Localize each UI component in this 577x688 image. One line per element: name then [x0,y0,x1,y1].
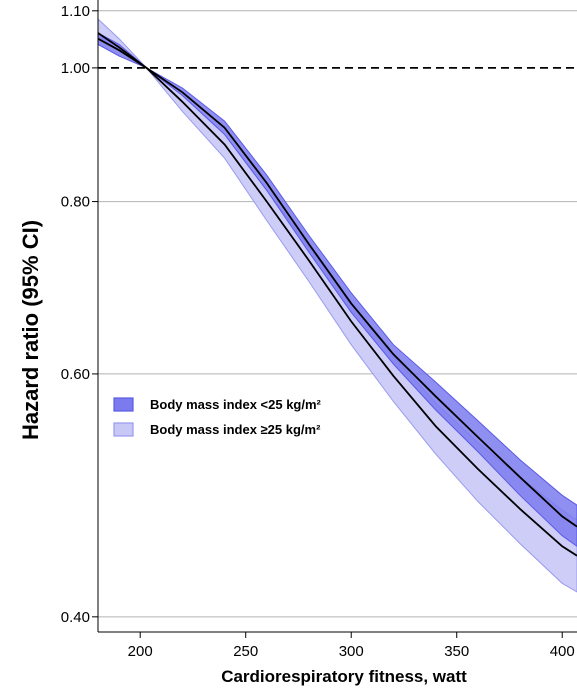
axes [97,0,577,633]
legend-swatch-1 [113,397,134,412]
x-tick-label-4: 400 [550,643,575,660]
y-tick-label-1: 0.60 [61,366,90,383]
legend-swatch-2 [113,422,134,437]
estimate-line-series-1 [97,37,577,528]
x-tick-label-1: 250 [233,643,258,660]
y-tick-label-2: 0.80 [61,194,90,211]
x-tick-labels: 200 250 300 350 400 [128,632,575,660]
confidence-bands [97,17,577,593]
y-axis-title: Hazard ratio (95% CI) [18,220,43,440]
y-tick-label-3: 1.00 [61,60,90,77]
series-lines [97,32,577,557]
legend-label-2: Body mass index ≥25 kg/m² [150,422,321,437]
y-tick-labels: 0.40 0.60 0.80 1.00 1.10 [61,3,98,626]
grid-lines [98,10,577,618]
x-axis-title: Cardiorespiratory fitness, watt [221,667,467,686]
y-tick-label-0: 0.40 [61,609,90,626]
ci-band-series-2 [97,17,577,593]
x-tick-label-3: 350 [444,643,469,660]
estimate-line-series-2 [97,32,577,557]
y-tick-label-4: 1.10 [61,3,90,20]
x-tick-label-2: 300 [339,643,364,660]
legend-label-1: Body mass index <25 kg/m² [150,397,322,412]
legend: Body mass index <25 kg/m² Body mass index… [113,397,322,437]
x-tick-label-0: 200 [128,643,153,660]
ci-band-series-1 [97,32,577,547]
